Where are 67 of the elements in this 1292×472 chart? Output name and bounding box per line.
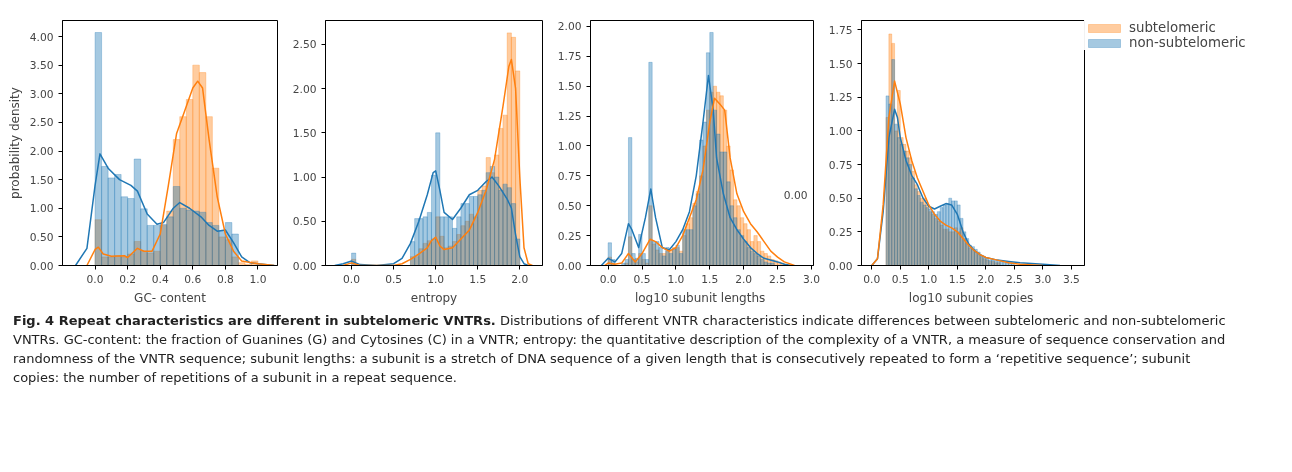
- y-tick-label: 0.50: [292, 215, 317, 229]
- x-tick-label: 0.5: [633, 272, 651, 286]
- legend-label: subtelomeric: [1129, 20, 1216, 35]
- y-tick-label: 1.00: [828, 124, 853, 138]
- x-tick-label: 0.0: [343, 272, 361, 286]
- x-tick-label: 2.5: [1005, 272, 1023, 286]
- y-tick-label: 0.50: [29, 230, 54, 244]
- y-tick-label: 0.00: [557, 259, 582, 273]
- y-tick-label: 0.25: [828, 225, 853, 239]
- y-tick-label: 1.50: [828, 57, 853, 71]
- x-tick-label: 2.0: [977, 272, 995, 286]
- x-tick-label: 0.0: [863, 272, 881, 286]
- x-tick-label: 2.5: [769, 272, 787, 286]
- y-tick-label: 1.75: [557, 50, 582, 64]
- y-tick-label: 1.75: [828, 23, 853, 37]
- y-tick-label: 0.00: [292, 259, 317, 273]
- x-tick-label: 1.0: [667, 272, 685, 286]
- y-tick-label: 0.50: [557, 199, 582, 213]
- x-tick-label: 0.4: [151, 272, 169, 286]
- y-tick-label: 1.25: [828, 91, 853, 105]
- x-tick-label: 3.5: [1062, 272, 1080, 286]
- y-tick-label: 3.00: [29, 87, 54, 101]
- y-tick-label: 1.50: [557, 80, 582, 94]
- x-tick-label: 0.6: [184, 272, 202, 286]
- y-tick-label: 3.50: [29, 59, 54, 73]
- annotation: 0.00: [783, 189, 808, 203]
- y-tick-label: 2.00: [557, 20, 582, 34]
- y-tick-label: 0.00: [828, 259, 853, 273]
- y-tick-label: 0.00: [29, 259, 54, 273]
- y-tick-label: 1.25: [557, 110, 582, 124]
- caption: Fig. 4 Repeat characteristics are different in subtelomeric VNTRs.: [13, 313, 496, 328]
- x-tick-label: 1.5: [701, 272, 719, 286]
- x-tick-label: 3.0: [802, 272, 821, 286]
- x-tick-label: 0.0: [599, 272, 617, 286]
- x-tick-label: 0.5: [385, 272, 403, 286]
- y-tick-label: 2.50: [29, 116, 54, 130]
- y-tick-label: 2.50: [292, 38, 317, 52]
- x-tick-label: 0.5: [891, 272, 909, 286]
- x-axis-title: entropy: [410, 290, 458, 305]
- x-tick-label: 1.0: [427, 272, 445, 286]
- y-tick-label: 0.25: [557, 229, 582, 243]
- x-axis-title: log10 subunit lengths: [634, 290, 766, 305]
- y-tick-label: 1.00: [29, 202, 54, 216]
- y-tick-label: 1.00: [292, 171, 317, 185]
- y-tick-label: 1.50: [292, 126, 317, 140]
- x-tick-label: 2.0: [511, 272, 529, 286]
- x-tick-label: 1.5: [948, 272, 966, 286]
- x-tick-label: 3.0: [1034, 272, 1052, 286]
- y-tick-label: 0.75: [557, 169, 582, 183]
- x-tick-label: 1.0: [920, 272, 938, 286]
- y-tick-label: 1.00: [557, 139, 582, 153]
- x-axis-title: GC- content: [134, 290, 207, 305]
- y-tick-label: 0.50: [828, 192, 853, 206]
- x-tick-label: 0.2: [119, 272, 137, 286]
- x-tick-label: 1.5: [469, 272, 487, 286]
- y-tick-label: 2.00: [29, 145, 54, 159]
- x-tick-label: 1.0: [249, 272, 267, 286]
- x-tick-label: 0.8: [216, 272, 235, 286]
- y-tick-label: 4.00: [29, 30, 54, 44]
- x-tick-label: 0.0: [86, 272, 104, 286]
- y-axis-title: probability density: [7, 87, 22, 199]
- x-axis-title: log10 subunit copies: [908, 290, 1034, 305]
- x-tick-label: 2.0: [735, 272, 753, 286]
- y-tick-label: 0.75: [828, 158, 853, 172]
- legend-label: non-subtelomeric: [1129, 35, 1246, 50]
- y-tick-label: 2.00: [292, 82, 317, 96]
- y-tick-label: 1.50: [29, 173, 54, 187]
